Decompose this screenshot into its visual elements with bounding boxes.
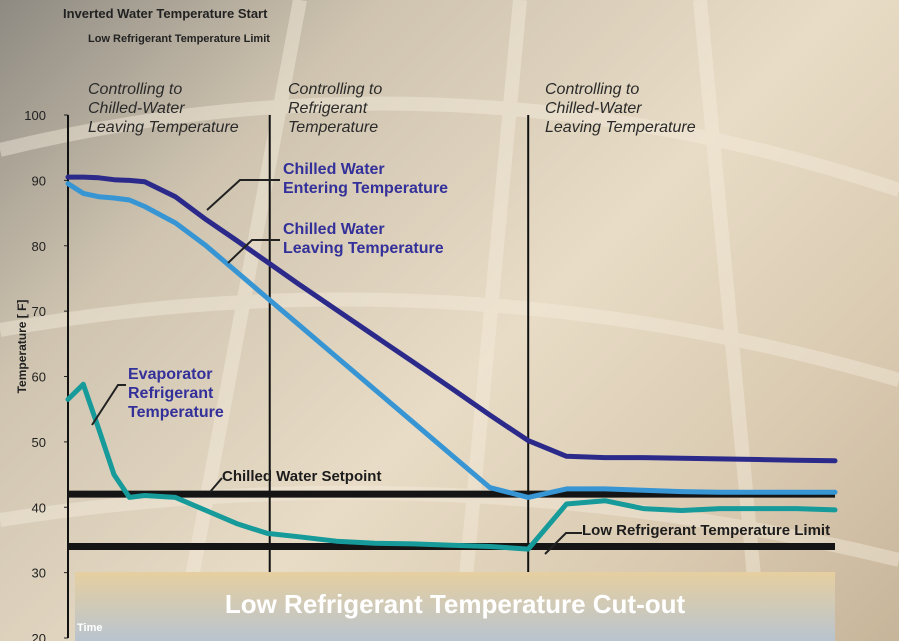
x-axis-label: Time <box>77 622 102 634</box>
y-tick-label: 100 <box>24 108 46 123</box>
y-tick-label: 30 <box>32 566 46 581</box>
y-tick-label: 80 <box>32 239 46 254</box>
leader <box>210 478 222 492</box>
y-tick-label: 70 <box>32 304 46 319</box>
reference-label: Chilled Water Setpoint <box>222 468 381 486</box>
chart: Inverted Water Temperature Start Low Ref… <box>0 0 899 641</box>
reference-label: Low Refrigerant Temperature Limit <box>582 522 830 540</box>
y-tick-label: 90 <box>32 173 46 188</box>
phase-label: Controlling to Chilled-Water Leaving Tem… <box>545 80 696 138</box>
y-axis-label: Temperature [ F] <box>15 300 29 394</box>
chart-title: Inverted Water Temperature Start <box>63 6 268 21</box>
chart-subtitle: Low Refrigerant Temperature Limit <box>88 33 270 45</box>
y-tick-label: 50 <box>32 435 46 450</box>
banner-text: Low Refrigerant Temperature Cut-out <box>225 589 686 619</box>
series-line <box>68 184 835 498</box>
y-tick-label: 60 <box>32 370 46 385</box>
series-label: Chilled Water Leaving Temperature <box>283 220 444 258</box>
phase-label: Controlling to Refrigerant Temperature <box>288 80 382 138</box>
series-label: Evaporator Refrigerant Temperature <box>128 365 224 423</box>
y-tick-label: 40 <box>32 500 46 515</box>
phase-label: Controlling to Chilled-Water Leaving Tem… <box>88 80 239 138</box>
series-label: Chilled Water Entering Temperature <box>283 160 448 198</box>
y-tick-label: 20 <box>32 631 46 641</box>
